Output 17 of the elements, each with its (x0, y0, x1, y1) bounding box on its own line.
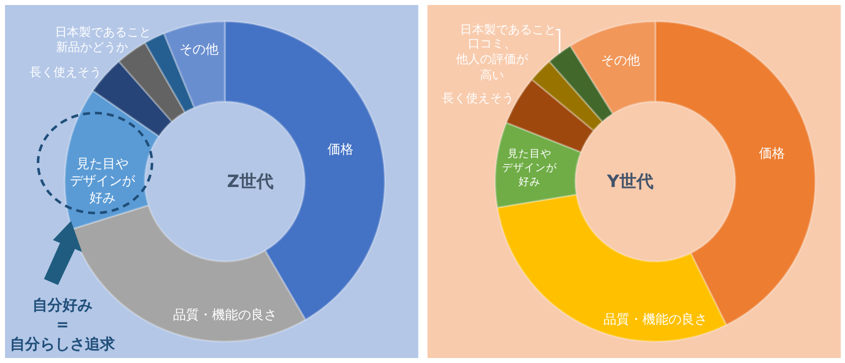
slice-label: その他 (179, 42, 218, 58)
slice-label: 長く使えそう (30, 65, 102, 80)
slice-label: 新品かどうか (56, 40, 128, 54)
text: 自分好み = 自分らしさ追求 (10, 296, 116, 353)
slice-label: 見た目やデザインが好み (502, 147, 558, 188)
text: Z世代 (227, 172, 274, 192)
slice-label: 長く使えそう (442, 91, 514, 106)
slice-label: 口コミ、他人の評価が高い (456, 36, 530, 82)
slice-label: 品質・機能の良さ (603, 312, 708, 328)
slice-label: 日本製であること (460, 22, 556, 37)
slice-label: 品質・機能の良さ (172, 308, 277, 323)
slice-label: その他 (601, 53, 640, 68)
slice-label: 価格 (328, 142, 354, 158)
text: Y世代 (606, 172, 654, 192)
slice-label: 見た目やデザインが好み (70, 157, 136, 206)
slice-label: 価格 (759, 146, 786, 162)
slice-label: 日本製であること (54, 25, 151, 40)
